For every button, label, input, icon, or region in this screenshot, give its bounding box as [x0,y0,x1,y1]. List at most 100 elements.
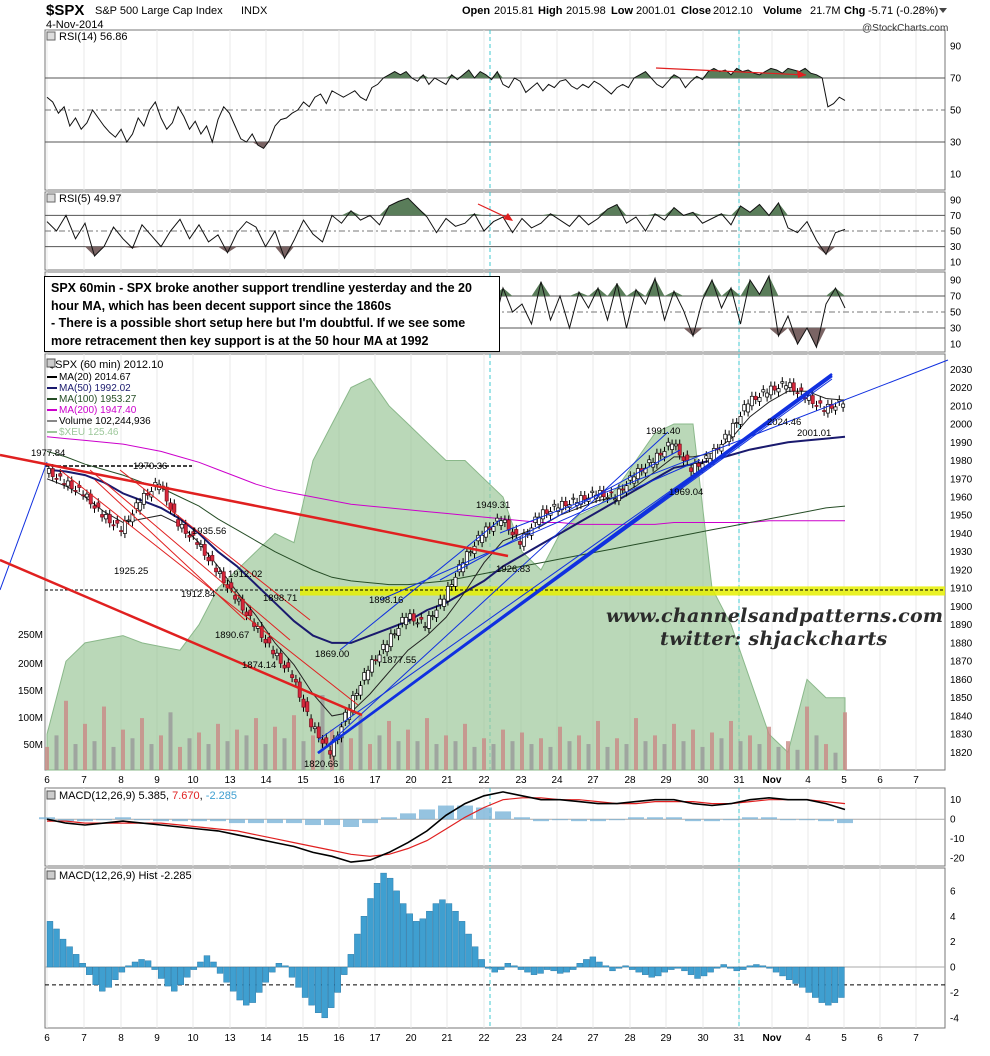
candle-body [438,598,443,605]
candle-body [666,441,671,447]
candle-body [491,526,496,532]
hist-x-tick: 6 [877,1033,883,1044]
hist-bar [753,964,760,968]
hist-bar [733,966,740,972]
volume-bar [662,744,667,770]
candle-body [765,392,770,398]
hist-bar [157,966,165,979]
rsi14-tick-label: 70 [950,74,962,85]
hist-bar [831,966,839,1003]
hist-bar [72,954,80,968]
candle-body [354,692,359,696]
price-tick-label: 1900 [950,602,973,613]
candle-body [822,410,827,412]
hist-bar [229,966,237,992]
candle-body [749,395,754,407]
volume-tick-label: 200M [18,659,43,670]
volume-bar [444,735,448,770]
candle-body [677,443,682,456]
candle-body [111,524,116,527]
candle-body [191,531,196,536]
hist-bar [445,903,453,968]
volume-bar [45,746,49,770]
macd-hist-bar [115,817,131,820]
hist-bar [543,966,551,970]
hist-bar [308,966,315,1006]
candle-body [814,405,819,407]
volume-bar [282,738,287,770]
hist-x-tick: 16 [333,1033,345,1044]
price-annotation: 1977.84 [31,448,65,459]
candle-body [81,494,86,497]
price-annotation: 1820.66 [304,759,338,770]
candle-body [624,485,629,493]
volume-bar [349,738,353,770]
watermark-twitter: twitter: shjackcharts [660,628,888,650]
caret-down-icon[interactable] [939,8,947,13]
hist-bar [79,963,86,968]
rsi2-line [483,274,846,349]
hist-bar [426,910,433,968]
candle-body [571,497,576,500]
candle-body [126,519,131,522]
volume-bar [111,746,116,770]
candle-body [206,556,211,562]
macd-hist-bar [609,819,625,821]
price-tick-label: 1840 [950,711,973,722]
volume-bar [406,729,410,770]
candle-body [810,395,815,404]
hist-bar [197,961,204,968]
hist-bar [177,966,184,986]
candle-body [187,534,192,538]
volume-bar [767,726,771,770]
candle-body [609,491,614,494]
rsi2-tick-label: 90 [950,276,962,287]
rsi14-arrowhead-icon [797,70,806,78]
candle-body [100,514,105,518]
hist-bar [478,959,485,968]
volume-bar [225,741,230,770]
candle-body [172,503,177,513]
candle-body [445,586,450,602]
candle-body [761,389,766,393]
hist-bar [347,954,355,968]
hist-x-tick: 28 [624,1033,636,1044]
price-x-tick: 28 [624,775,636,786]
hist-x-tick: 6 [44,1033,50,1044]
hist-x-tick: 14 [260,1033,272,1044]
candle-body [259,626,264,638]
hist-bar [256,966,263,993]
candle-body [54,478,59,480]
macd-hist-bar [647,817,663,820]
candle-body [278,652,283,664]
hist-x-tick: 10 [187,1033,199,1044]
candle-body [282,664,287,669]
candle-body [776,388,781,393]
hist-x-tick: 5 [841,1033,847,1044]
main-support-trendline [317,374,833,755]
candle-body [145,493,150,496]
candle-body [685,454,690,461]
hist-bar [609,966,616,972]
price-tick-label: 2000 [950,420,973,431]
hist-bar [341,966,348,975]
volume-bar [263,744,268,770]
hist-bar [131,961,139,968]
price-x-tick: 15 [297,775,309,786]
hist-bar [243,966,250,1006]
rsi14-tick-label: 10 [950,170,962,181]
macd-hist-bar [324,819,340,826]
macd-hist-bar [742,817,758,820]
price-x-tick: 31 [733,775,745,786]
price-annotation: 1877.55 [382,655,416,666]
candle-body [540,509,545,520]
hist-bar [622,965,629,968]
candle-body [723,433,728,440]
volume-bar [577,735,581,770]
price-x-tick: 6 [877,775,883,786]
candle-body [229,582,234,589]
hist-bar [144,960,152,968]
candle-body [837,399,842,402]
candle-body [316,726,321,739]
hist-bar [655,966,662,977]
